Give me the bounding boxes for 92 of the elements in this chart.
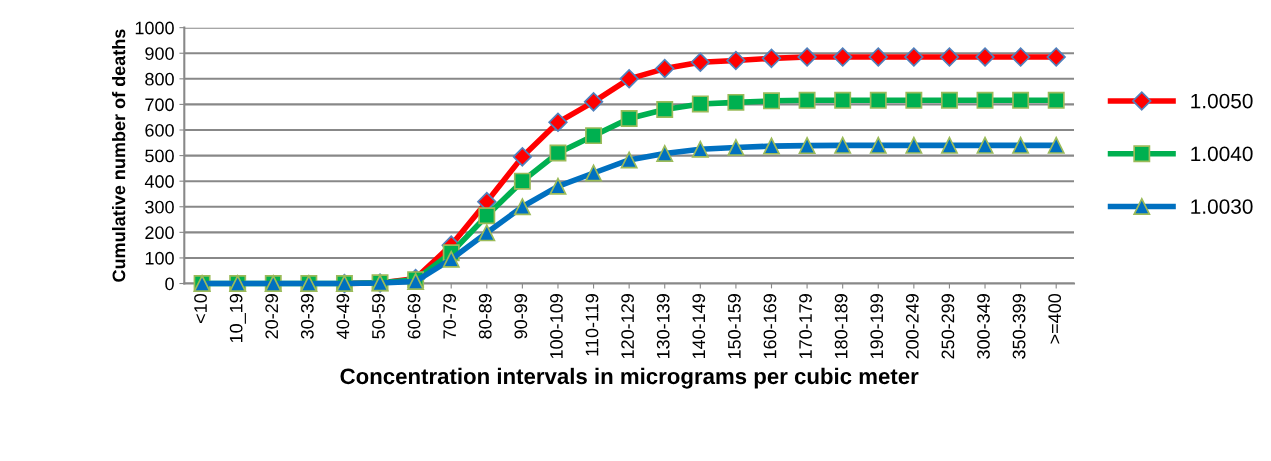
- point: [834, 136, 852, 154]
- point: [478, 224, 496, 242]
- x-tick-label: 50-59: [372, 294, 385, 339]
- x-tick-label: <10: [194, 293, 207, 323]
- y-tick-label: 1000: [135, 21, 174, 35]
- point: [1012, 91, 1030, 109]
- y-tick-label: 300: [145, 200, 174, 214]
- x-tick-label: 70-79: [443, 294, 457, 339]
- point: [548, 112, 568, 133]
- point: [727, 138, 745, 156]
- y-tick-label: 900: [145, 47, 174, 60]
- y-axis-title: Cumulative number of deaths: [112, 29, 126, 282]
- point: [975, 47, 995, 67]
- x-tick-label: 10_19: [229, 294, 246, 343]
- point: [976, 91, 994, 109]
- point: [797, 47, 817, 67]
- x-tick-label: 300-349: [977, 294, 990, 359]
- point: [905, 136, 923, 154]
- x-tick-label: 190-199: [870, 294, 884, 359]
- point: [1047, 136, 1065, 154]
- x-tick-label: 110-119: [585, 294, 599, 356]
- point: [549, 144, 567, 162]
- point: [619, 69, 639, 89]
- legend-label: 1.0030: [1191, 199, 1253, 214]
- x-tick-label: 120-129: [621, 294, 634, 359]
- x-tick-label: 100-109: [550, 294, 563, 359]
- y-tick-label: 700: [145, 98, 174, 112]
- point: [1047, 91, 1065, 109]
- point: [691, 140, 709, 158]
- point: [690, 52, 710, 72]
- x-tick-label: 40-49: [336, 294, 350, 339]
- x-tick-label: 140-149: [692, 294, 706, 359]
- point: [1046, 47, 1066, 67]
- point: [512, 147, 533, 167]
- x-tick-label: 30-39: [300, 294, 314, 339]
- point: [798, 137, 816, 155]
- y-tick-label: 0: [165, 277, 174, 291]
- point: [583, 92, 604, 112]
- point: [940, 91, 958, 109]
- legend-label: 1.0040: [1191, 146, 1253, 162]
- point: [869, 91, 887, 109]
- point: [585, 127, 603, 145]
- y-tick-label: 800: [145, 72, 174, 86]
- point: [940, 136, 958, 154]
- point: [620, 110, 638, 127]
- point: [868, 47, 888, 67]
- y-tick-label: 400: [144, 175, 174, 188]
- y-tick-label: 600: [145, 123, 174, 137]
- y-tick-label: 500: [145, 149, 174, 163]
- x-tick-label: 130-139: [656, 294, 670, 359]
- point: [763, 92, 780, 110]
- x-tick-label: 180-189: [834, 294, 848, 359]
- x-tick-label: 250-299: [941, 294, 955, 359]
- x-tick-label: 80-89: [478, 294, 492, 339]
- point: [904, 47, 924, 67]
- point: [478, 207, 496, 225]
- x-tick-label: 20-29: [265, 294, 279, 339]
- point: [1012, 136, 1030, 154]
- point: [1010, 47, 1031, 67]
- point: [834, 91, 852, 109]
- x-tick-label: 200-249: [905, 294, 919, 359]
- point: [513, 198, 531, 216]
- point: [905, 91, 923, 109]
- point: [620, 151, 638, 169]
- point: [761, 48, 782, 69]
- point: [798, 91, 816, 109]
- point: [656, 145, 674, 163]
- x-axis-title: Concentration intervals in micrograms per cubic meter: [340, 367, 919, 389]
- y-tick-label: 100: [145, 251, 174, 265]
- x-tick-label: 60-69: [407, 294, 421, 339]
- point: [442, 250, 460, 268]
- point: [655, 58, 675, 79]
- point: [585, 164, 603, 182]
- y-tick-label: 200: [145, 226, 174, 240]
- x-tick-label: 150-159: [727, 294, 741, 359]
- point: [869, 136, 887, 154]
- point: [939, 47, 960, 67]
- point: [726, 50, 746, 71]
- x-tick-label: 90-99: [514, 294, 528, 339]
- point: [727, 93, 745, 111]
- x-tick-label: 160-169: [763, 294, 777, 359]
- point: [763, 137, 780, 155]
- point: [549, 177, 567, 195]
- x-tick-label: 170-179: [799, 294, 812, 359]
- point: [656, 101, 674, 119]
- point: [976, 136, 994, 154]
- legend-label: 1.0050: [1191, 93, 1253, 109]
- x-tick-label: >=400: [1048, 293, 1062, 344]
- point: [832, 47, 853, 67]
- point: [513, 172, 531, 190]
- x-tick-label: 350-399: [1012, 294, 1026, 359]
- point: [691, 95, 709, 113]
